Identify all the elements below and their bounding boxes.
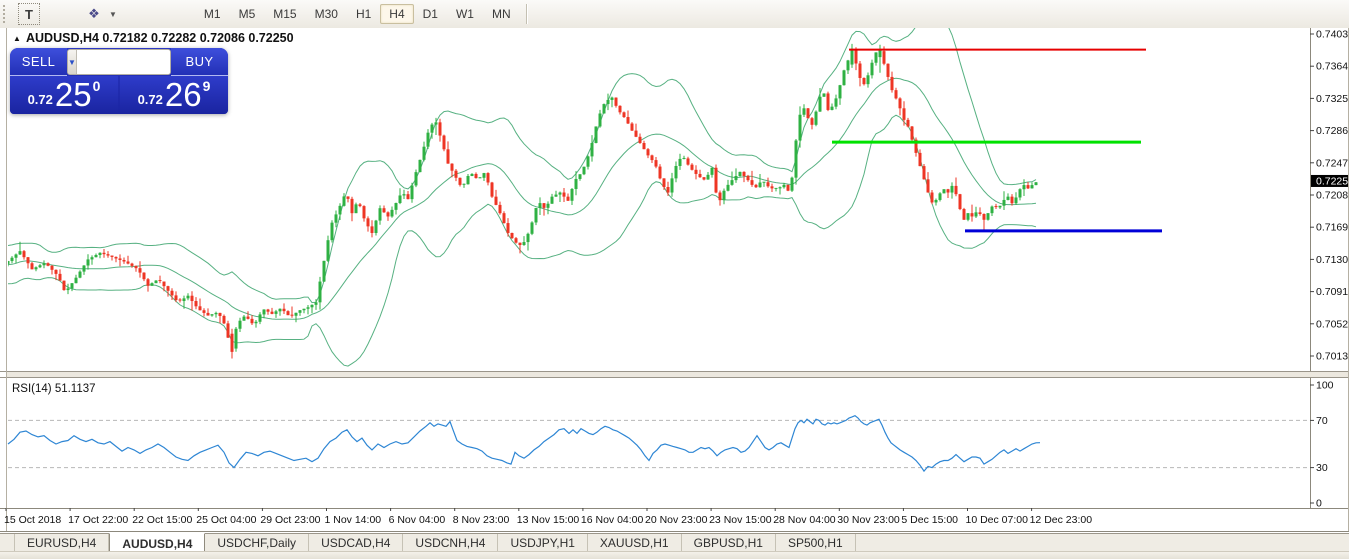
rsi-indicator-label: RSI(14) 51.1137: [12, 383, 96, 395]
status-bar: [0, 551, 1349, 559]
sell-price-big: 25: [54, 76, 92, 113]
timeframe-button-m30[interactable]: M30: [314, 7, 338, 21]
svg-text:29 Oct 23:00: 29 Oct 23:00: [260, 514, 320, 526]
rsi-line: [7, 415, 1041, 473]
svg-text:25 Oct 04:00: 25 Oct 04:00: [196, 514, 256, 526]
svg-text:8 Nov 23:00: 8 Nov 23:00: [453, 514, 510, 526]
current-price-badge: [1311, 174, 1349, 187]
svg-text:30 Nov 23:00: 30 Nov 23:00: [837, 514, 900, 526]
svg-text:15 Oct 2018: 15 Oct 2018: [4, 514, 61, 526]
svg-text:12 Dec 23:00: 12 Dec 23:00: [1030, 514, 1093, 526]
sell-button[interactable]: SELL: [10, 48, 67, 76]
svg-text:16 Nov 04:00: 16 Nov 04:00: [581, 514, 644, 526]
chart-tab-usdcad-h4[interactable]: USDCAD,H4: [309, 534, 404, 552]
timeframe-button-m1[interactable]: M1: [203, 7, 221, 21]
one-click-trading-panel: SELL ▼ ▲ BUY 0.72 25 0 0.72 26 9: [10, 48, 228, 114]
timeframe-button-h4[interactable]: H4: [380, 4, 414, 24]
chart-tab-bar: EURUSD,H4 AUDUSD,H4 USDCHF,Daily USDCAD,H4 U…: [0, 533, 1349, 554]
toolbar: T ❖ ▼ M1 M5 M15 M30 H1 H4 D1 W1 MN: [0, 0, 1349, 29]
svg-text:70: 70: [1316, 415, 1328, 427]
objects-icon[interactable]: ❖: [88, 6, 100, 21]
current-price-label: 0.72250: [1316, 175, 1349, 187]
buy-price-prefix: 0.72: [137, 91, 163, 107]
candlestick-series: [8, 43, 1038, 359]
toolbar-separator: [525, 4, 527, 24]
toolbar-grip[interactable]: [3, 5, 9, 23]
chart-tab-usdcnh-h4[interactable]: USDCNH,H4: [403, 534, 499, 552]
timeframe-toolbar: M1 M5 M15 M30 H1 H4 D1 W1 MN: [195, 4, 520, 24]
chart-tab-eurusd-h4[interactable]: EURUSD,H4: [14, 534, 110, 552]
buy-price-big: 26: [164, 76, 202, 113]
timeframe-button-m5[interactable]: M5: [238, 7, 256, 21]
svg-text:17 Oct 22:00: 17 Oct 22:00: [68, 514, 128, 526]
svg-text:28 Nov 04:00: 28 Nov 04:00: [773, 514, 836, 526]
timeframe-button-w1[interactable]: W1: [455, 7, 474, 21]
svg-text:30: 30: [1316, 462, 1328, 474]
svg-text:5 Dec 15:00: 5 Dec 15:00: [901, 514, 958, 526]
svg-text:100: 100: [1316, 380, 1334, 392]
volume-decrease-button[interactable]: ▼: [68, 50, 76, 74]
svg-text:23 Nov 15:00: 23 Nov 15:00: [709, 514, 772, 526]
symbol-marker-icon: ▲: [13, 34, 21, 43]
volume-input[interactable]: [75, 50, 170, 74]
timeframe-button-h1[interactable]: H1: [355, 7, 372, 21]
svg-text:22 Oct 15:00: 22 Oct 15:00: [132, 514, 192, 526]
timeframe-button-mn[interactable]: MN: [491, 7, 511, 21]
svg-text:6 Nov 04:00: 6 Nov 04:00: [389, 514, 446, 526]
svg-text:13 Nov 15:00: 13 Nov 15:00: [517, 514, 580, 526]
chart-title: AUDUSD,H4 0.72182 0.72282 0.72086 0.7225…: [26, 31, 294, 45]
sell-price-prefix: 0.72: [27, 91, 53, 107]
svg-text:20 Nov 23:00: 20 Nov 23:00: [645, 514, 708, 526]
objects-dropdown-caret-icon[interactable]: ▼: [109, 9, 117, 19]
timeframe-button-m15[interactable]: M15: [273, 7, 297, 21]
sell-price-display[interactable]: 0.72 25 0: [10, 76, 118, 114]
chart-tab-gbpusd-h1[interactable]: GBPUSD,H1: [682, 534, 776, 552]
time-axis: 15 Oct 2018 17 Oct 22:00 22 Oct 15:00 25 Oc…: [4, 508, 1092, 526]
volume-control: ▼ ▲: [67, 49, 171, 75]
buy-price-display[interactable]: 0.72 26 9: [120, 76, 228, 114]
bollinger-bands: [8, 28, 1037, 367]
chart-tab-usdchf-daily[interactable]: USDCHF,Daily: [205, 534, 310, 552]
chart-tab-usdjpy-h1[interactable]: USDJPY,H1: [498, 534, 588, 552]
rsi-pane: 100 70 30 0: [7, 380, 1334, 510]
svg-text:10 Dec 07:00: 10 Dec 07:00: [966, 514, 1029, 526]
chart-tab-xauusd-h1[interactable]: XAUUSD,H1: [588, 534, 682, 552]
svg-text:0: 0: [1316, 498, 1322, 510]
text-tool-button[interactable]: T: [18, 3, 40, 25]
chart-tab-sp500-h1[interactable]: SP500,H1: [776, 534, 856, 552]
timeframe-button-d1[interactable]: D1: [422, 7, 438, 21]
pane-splitter[interactable]: [7, 372, 1348, 377]
svg-text:1 Nov 14:00: 1 Nov 14:00: [325, 514, 382, 526]
sell-price-pipette: 0: [92, 78, 101, 94]
buy-button[interactable]: BUY: [171, 48, 228, 76]
buy-price-pipette: 9: [202, 78, 211, 94]
